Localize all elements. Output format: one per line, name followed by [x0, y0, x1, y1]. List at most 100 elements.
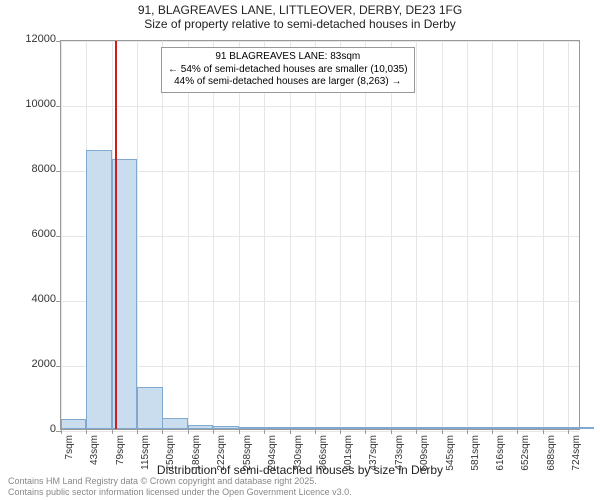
xtick-mark: [162, 429, 163, 434]
gridline-vertical: [416, 41, 417, 429]
gridline-horizontal: [61, 431, 579, 432]
xtick-mark: [239, 429, 240, 434]
histogram-bar: [442, 427, 467, 429]
title-line-2: Size of property relative to semi-detach…: [0, 17, 600, 31]
attribution-footer: Contains HM Land Registry data © Crown c…: [8, 476, 352, 498]
info-box: 91 BLAGREAVES LANE: 83sqm← 54% of semi-d…: [161, 47, 415, 93]
gridline-vertical: [467, 41, 468, 429]
ytick-label: 0: [50, 423, 56, 435]
xtick-mark: [213, 429, 214, 434]
gridline-horizontal: [61, 236, 579, 237]
xtick-mark: [517, 429, 518, 434]
xtick-label: 115sqm: [140, 435, 151, 475]
xtick-label: 616sqm: [495, 435, 506, 475]
ytick-label: 8000: [32, 163, 56, 175]
gridline-vertical: [264, 41, 265, 429]
histogram-bar: [264, 427, 289, 429]
chart-container: 91, BLAGREAVES LANE, LITTLEOVER, DERBY, …: [0, 0, 600, 500]
info-box-line: 44% of semi-detached houses are larger (…: [168, 76, 408, 89]
xtick-label: 545sqm: [445, 435, 456, 475]
xtick-mark: [467, 429, 468, 434]
gridline-vertical: [442, 41, 443, 429]
xtick-mark: [416, 429, 417, 434]
ytick-label: 4000: [32, 293, 56, 305]
histogram-bar: [340, 427, 365, 429]
gridline-vertical: [543, 41, 544, 429]
footer-line-2: Contains public sector information licen…: [8, 487, 352, 498]
xtick-mark: [264, 429, 265, 434]
ytick-label: 12000: [25, 33, 56, 45]
gridline-vertical: [213, 41, 214, 429]
gridline-vertical: [290, 41, 291, 429]
xtick-mark: [340, 429, 341, 434]
title-block: 91, BLAGREAVES LANE, LITTLEOVER, DERBY, …: [0, 0, 600, 32]
gridline-vertical: [391, 41, 392, 429]
xtick-mark: [543, 429, 544, 434]
histogram-bar: [543, 427, 568, 429]
histogram-bar: [290, 427, 315, 429]
histogram-bar: [391, 427, 416, 429]
xtick-label: 150sqm: [165, 435, 176, 475]
ytick-label: 6000: [32, 228, 56, 240]
gridline-vertical: [137, 41, 138, 429]
property-marker-line: [115, 41, 117, 429]
xtick-mark: [137, 429, 138, 434]
xtick-label: 366sqm: [318, 435, 329, 475]
histogram-bar: [86, 150, 111, 430]
xtick-label: 258sqm: [242, 435, 253, 475]
gridline-horizontal: [61, 171, 579, 172]
xtick-label: 581sqm: [470, 435, 481, 475]
xtick-label: 186sqm: [191, 435, 202, 475]
histogram-bar: [492, 427, 517, 429]
gridline-vertical: [568, 41, 569, 429]
histogram-bar: [137, 387, 162, 429]
histogram-bar: [188, 425, 213, 429]
xtick-label: 222sqm: [216, 435, 227, 475]
xtick-mark: [365, 429, 366, 434]
xtick-mark: [391, 429, 392, 434]
plot-area: 91 BLAGREAVES LANE: 83sqm← 54% of semi-d…: [60, 40, 580, 430]
xtick-mark: [86, 429, 87, 434]
xtick-label: 43sqm: [89, 435, 100, 475]
histogram-bar: [365, 427, 390, 429]
xtick-mark: [492, 429, 493, 434]
histogram-bar: [213, 426, 238, 429]
info-box-line: ← 54% of semi-detached houses are smalle…: [168, 64, 408, 77]
xtick-label: 437sqm: [368, 435, 379, 475]
histogram-bar: [568, 427, 593, 429]
xtick-label: 79sqm: [115, 435, 126, 475]
histogram-bar: [416, 427, 441, 429]
histogram-bar: [61, 419, 86, 429]
xtick-mark: [188, 429, 189, 434]
info-box-line: 91 BLAGREAVES LANE: 83sqm: [168, 51, 408, 64]
ytick-label: 10000: [25, 98, 56, 110]
histogram-bar: [467, 427, 492, 429]
gridline-vertical: [517, 41, 518, 429]
xtick-label: 294sqm: [267, 435, 278, 475]
xtick-label: 330sqm: [293, 435, 304, 475]
footer-line-1: Contains HM Land Registry data © Crown c…: [8, 476, 352, 487]
xtick-mark: [112, 429, 113, 434]
xtick-label: 509sqm: [419, 435, 430, 475]
histogram-bar: [315, 427, 340, 429]
gridline-vertical: [162, 41, 163, 429]
xtick-mark: [315, 429, 316, 434]
gridline-vertical: [61, 41, 62, 429]
title-line-1: 91, BLAGREAVES LANE, LITTLEOVER, DERBY, …: [0, 3, 600, 17]
gridline-horizontal: [61, 41, 579, 42]
gridline-vertical: [239, 41, 240, 429]
xtick-mark: [290, 429, 291, 434]
ytick-label: 2000: [32, 358, 56, 370]
gridline-horizontal: [61, 366, 579, 367]
gridline-vertical: [365, 41, 366, 429]
gridline-vertical: [188, 41, 189, 429]
xtick-label: 401sqm: [343, 435, 354, 475]
gridline-horizontal: [61, 106, 579, 107]
gridline-vertical: [492, 41, 493, 429]
histogram-bar: [239, 427, 264, 429]
xtick-label: 7sqm: [64, 435, 75, 475]
xtick-label: 688sqm: [546, 435, 557, 475]
xtick-label: 724sqm: [571, 435, 582, 475]
xtick-mark: [442, 429, 443, 434]
histogram-bar: [162, 418, 187, 429]
